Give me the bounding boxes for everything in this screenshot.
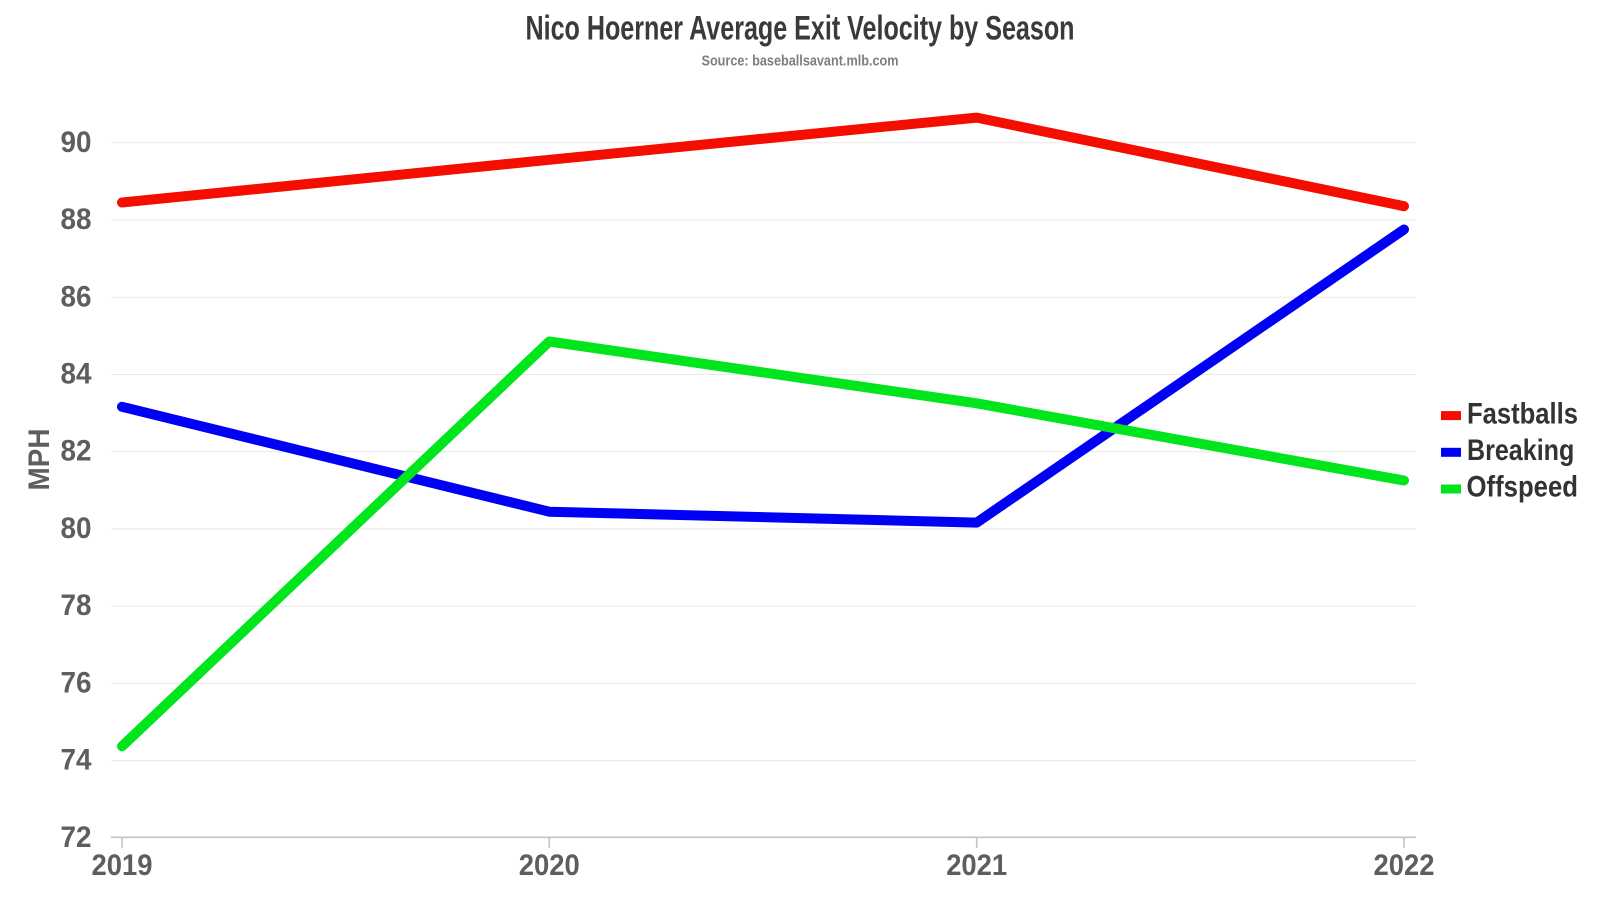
svg-text:76: 76 — [61, 666, 92, 699]
svg-text:Fastballs: Fastballs — [1467, 397, 1578, 430]
svg-text:78: 78 — [61, 589, 92, 622]
svg-text:Source: baseballsavant.mlb.com: Source: baseballsavant.mlb.com — [702, 53, 899, 70]
svg-text:Nico Hoerner Average Exit Velo: Nico Hoerner Average Exit Velocity by Se… — [526, 10, 1075, 48]
svg-text:80: 80 — [61, 512, 92, 545]
svg-text:2021: 2021 — [946, 849, 1007, 882]
svg-text:2019: 2019 — [92, 849, 153, 882]
svg-text:72: 72 — [61, 821, 92, 854]
svg-text:MPH: MPH — [23, 429, 56, 491]
svg-text:2020: 2020 — [519, 849, 580, 882]
svg-text:84: 84 — [61, 358, 93, 391]
svg-text:2022: 2022 — [1374, 849, 1435, 882]
svg-text:82: 82 — [61, 435, 92, 468]
svg-text:Breaking: Breaking — [1467, 434, 1574, 467]
svg-text:90: 90 — [61, 126, 92, 159]
svg-text:88: 88 — [61, 203, 92, 236]
svg-text:86: 86 — [61, 280, 92, 313]
svg-text:Offspeed: Offspeed — [1467, 471, 1579, 504]
svg-text:74: 74 — [61, 744, 93, 777]
